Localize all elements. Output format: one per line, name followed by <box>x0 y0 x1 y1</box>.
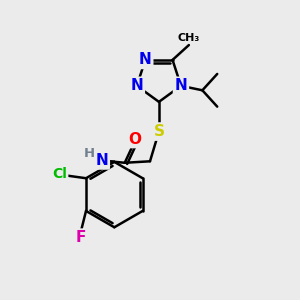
Text: N: N <box>139 52 152 68</box>
Text: H: H <box>83 147 94 161</box>
Text: CH₃: CH₃ <box>178 33 200 43</box>
Text: N: N <box>175 78 187 93</box>
Text: N: N <box>95 153 108 168</box>
Text: Cl: Cl <box>52 167 67 181</box>
Text: F: F <box>76 230 86 245</box>
Text: O: O <box>129 131 142 146</box>
Text: S: S <box>153 124 164 139</box>
Text: N: N <box>130 78 143 93</box>
